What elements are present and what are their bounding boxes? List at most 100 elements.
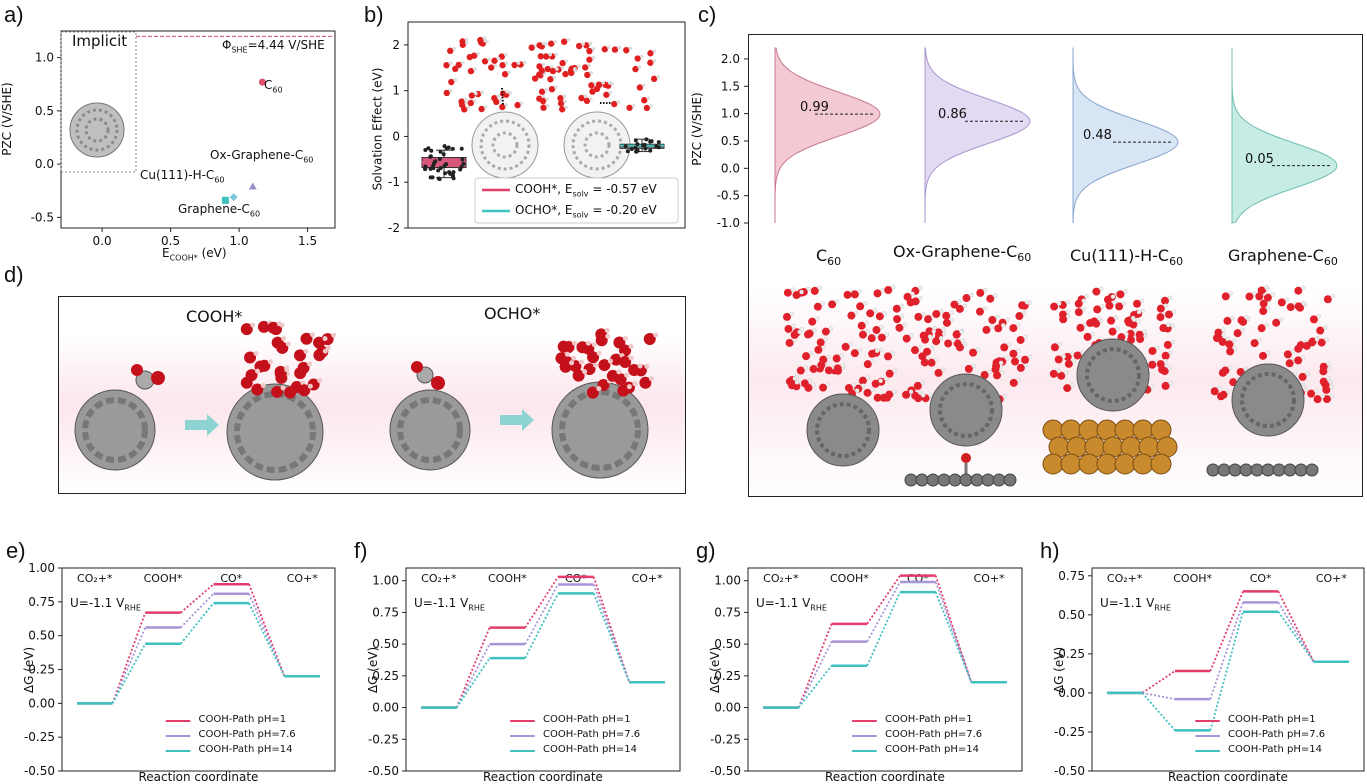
structure-graphene-atom [970,473,984,487]
structure-c60-pattern [1085,347,1141,403]
water-hydrogen-atom [541,94,546,99]
structure-water-oxygen [1059,315,1068,324]
panel-d-water-hydrogen [648,376,654,382]
panel-d-water-hydrogen [276,321,282,327]
structure-water-hydrogen [971,363,977,369]
structure-water-hydrogen [939,308,944,314]
structure-water-oxygen [1125,318,1134,327]
energy-legend-label-0: COOH-Path pH=1 [543,714,631,725]
water-hydrogen-atom [519,101,524,105]
state-label-0: CO₂+* [763,572,799,585]
structure-water-hydrogen [1056,368,1062,374]
panel-b-chart: -2 -1 0 1 2 [388,21,686,235]
structure-water-hydrogen [1324,337,1329,342]
c60-left-molecule-image [471,111,539,179]
structure-water-oxygen [914,394,923,403]
box-scatter-point-cooh [459,146,464,151]
structure-water-hydrogen [1113,315,1119,320]
structure-water-hydrogen [1290,349,1296,354]
structure-water-hydrogen [1301,285,1306,290]
structure-water-oxygen [1263,293,1272,302]
structure-water-oxygen [1076,323,1085,332]
panel-d-water-oxygen [297,361,310,374]
water-hydrogen-atom [466,105,471,110]
structure-graphene-atom [1239,463,1253,477]
energy-connector-0-1 [1209,591,1244,672]
structure-water-oxygen [1210,387,1219,396]
structure-water-hydrogen [1024,300,1030,305]
water-oxygen-atom [611,100,618,108]
water-hydrogen-atom [631,103,636,108]
panel-label-a: a) [4,2,24,27]
panel-d-c60-pattern [397,397,463,463]
structure-water-oxygen [1127,335,1136,344]
energy-ytick-label: 0.25 [28,663,55,677]
structure-graphene-atom [1250,463,1264,477]
structure-water-oxygen [1160,367,1169,376]
structure-water-oxygen [1016,335,1025,344]
panel-d-c60-ball [226,383,324,481]
structure-water-oxygen [1245,292,1254,301]
energy-ytick-label: 1.00 [28,561,55,575]
structure-water-oxygen [1233,329,1242,338]
structure-water-oxygen [783,288,792,297]
structure-water-oxygen [1165,310,1174,319]
panel-d-water-hydrogen [605,333,611,339]
energy-legend-label-2: COOH-Path pH=14 [543,744,637,755]
structure-water-oxygen [857,321,866,330]
structure-water-hydrogen [1163,358,1168,364]
energy-connector-0-1 [524,576,559,629]
legend-cooh-label: COOH*, Esolv = -0.57 eV [515,182,657,199]
panel-d-water-hydrogen [300,380,306,386]
water-hydrogen-atom [493,63,498,68]
structure-graphene-atom [948,473,962,487]
structure-water-hydrogen [941,331,947,336]
structure-water-oxygen [895,323,904,332]
energy-connector-0-0 [1141,670,1176,694]
structure-water-hydrogen [1232,346,1238,351]
structure-water-hydrogen [1023,334,1028,340]
structure-water-oxygen [980,371,989,380]
structure-water-hydrogen [1320,393,1325,399]
energy-connector-1-1 [866,581,901,643]
panel-d-water-hydrogen [250,322,256,328]
box-scatter-point-cooh [436,168,441,173]
structure-water-oxygen [1319,362,1328,371]
structure-water-oxygen [1257,286,1266,295]
structure-water-hydrogen [857,347,863,353]
structure-water-hydrogen [884,332,890,337]
panel-c-ytick-label: 1.5 [721,79,740,93]
panel-d-cooh-label: COOH* [186,307,243,326]
structure-water-hydrogen [960,338,965,343]
point-label-ox-graphene: Ox-Graphene-C60 [210,148,314,165]
structure-water-oxygen [1298,372,1307,381]
panel-d-water-oxygen [271,336,284,349]
structure-water-oxygen [1163,340,1172,349]
data-point-Graphene-C60 [221,196,229,204]
structure-water-hydrogen [828,326,834,331]
structure-water-hydrogen [1139,298,1145,304]
structure-water-oxygen [1073,351,1082,360]
structure-water-hydrogen [857,289,863,294]
structure-water-hydrogen [840,363,845,368]
water-hydrogen-atom [453,78,458,82]
structure-water-hydrogen [1326,361,1331,366]
structure-water-hydrogen [962,303,968,309]
pzc-distribution-Graphene-C60 [1231,48,1338,224]
box-scatter-point-cooh [461,161,466,166]
structure-water-oxygen [910,346,919,355]
structure-water-oxygen [856,302,865,311]
structure-water-oxygen [1050,343,1059,352]
water-oxygen-atom [481,58,489,65]
system-title-c60: C60 [816,246,842,269]
structure-water-oxygen [969,348,978,357]
state-label-3: CO+* [974,572,1006,585]
structure-graphene-atom [926,473,940,487]
structure-water-hydrogen [1329,384,1334,390]
water-hydrogen-atom [504,103,509,107]
structure-water-hydrogen [879,324,884,330]
box-scatter-point-ocho [643,146,648,151]
panel-d-water-oxygen [245,369,258,382]
structure-water-oxygen [814,345,823,354]
structure-water-hydrogen [790,287,796,292]
